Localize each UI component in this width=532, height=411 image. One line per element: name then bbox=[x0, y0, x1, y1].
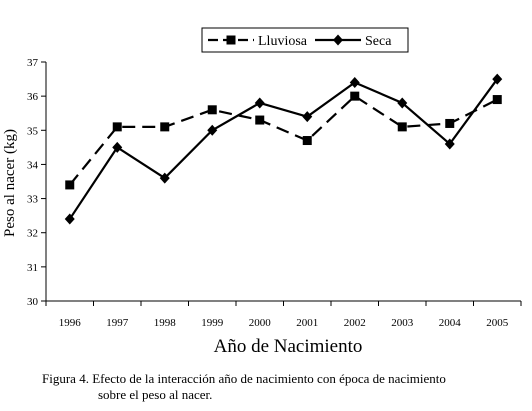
caption-line-2: sobre el peso al nacer. bbox=[98, 387, 213, 402]
x-tick-label: 1996 bbox=[59, 317, 82, 329]
series-line-seca bbox=[68, 78, 499, 220]
x-tick-label: 1997 bbox=[106, 317, 129, 329]
x-tick-label: 2003 bbox=[391, 317, 414, 329]
y-axis: 30 31 32 33 34 35 36 37 bbox=[27, 57, 47, 308]
data-point-lluviosa bbox=[65, 180, 75, 190]
data-point-lluviosa bbox=[445, 118, 455, 128]
data-point-lluviosa bbox=[207, 105, 217, 115]
data-point-lluviosa bbox=[160, 122, 170, 132]
x-tick-label: 2004 bbox=[439, 317, 462, 329]
data-point-lluviosa bbox=[492, 95, 502, 105]
x-tick-label: 2002 bbox=[344, 317, 366, 329]
data-point-seca bbox=[397, 97, 408, 109]
caption-line-1: Figura 4. Efecto de la interacción año d… bbox=[42, 371, 446, 386]
y-tick-label: 33 bbox=[27, 194, 39, 206]
data-point-seca bbox=[159, 172, 170, 184]
data-point-seca bbox=[254, 97, 265, 109]
data-point-lluviosa bbox=[255, 115, 265, 125]
data-point-seca bbox=[349, 76, 360, 88]
x-tick-label: 2001 bbox=[296, 317, 318, 329]
legend-label-lluviosa: Lluviosa bbox=[258, 34, 308, 49]
x-tick-label: 2000 bbox=[249, 317, 272, 329]
y-tick-label: 35 bbox=[27, 125, 39, 137]
x-axis-title: Año de Nacimiento bbox=[214, 336, 363, 357]
x-tick-label: 2005 bbox=[486, 317, 509, 329]
legend-box bbox=[201, 27, 409, 53]
data-point-lluviosa bbox=[302, 136, 312, 146]
series-seca bbox=[64, 73, 503, 225]
legend-label-seca: Seca bbox=[365, 34, 392, 49]
y-tick-label: 32 bbox=[27, 228, 38, 240]
x-tick-label: 1999 bbox=[201, 317, 224, 329]
y-axis-title: Peso al nacer (kg) bbox=[2, 129, 18, 237]
data-point-seca bbox=[302, 111, 313, 123]
x-tick-label: 1998 bbox=[154, 317, 177, 329]
figure-caption: Figura 4. Efecto de la interacción año d… bbox=[42, 371, 528, 403]
data-point-seca bbox=[207, 124, 218, 136]
data-point-lluviosa bbox=[112, 122, 122, 132]
y-tick-label: 37 bbox=[27, 57, 39, 69]
data-point-seca bbox=[444, 138, 455, 150]
data-point-seca bbox=[64, 213, 75, 225]
y-tick-label: 31 bbox=[27, 262, 38, 274]
y-tick-label: 30 bbox=[27, 296, 39, 308]
series-layer bbox=[64, 73, 503, 225]
y-tick-label: 36 bbox=[27, 91, 39, 103]
series-line-lluviosa bbox=[68, 94, 498, 186]
data-point-lluviosa bbox=[350, 91, 360, 101]
y-tick-label: 34 bbox=[27, 159, 39, 171]
series-lluviosa bbox=[65, 91, 502, 190]
legend-item-seca: Seca bbox=[315, 34, 392, 49]
data-point-seca bbox=[492, 73, 503, 85]
data-point-lluviosa bbox=[397, 122, 407, 132]
x-axis: 1996 1997 1998 1999 2000 2001 2002 2003 2004 2005 bbox=[45, 300, 522, 329]
data-point-seca bbox=[112, 141, 123, 153]
legend: Lluviosa Seca bbox=[201, 27, 409, 53]
legend-item-lluviosa: Lluviosa bbox=[208, 34, 308, 49]
legend-marker-lluviosa bbox=[226, 35, 236, 45]
legend-marker-seca bbox=[333, 34, 343, 46]
